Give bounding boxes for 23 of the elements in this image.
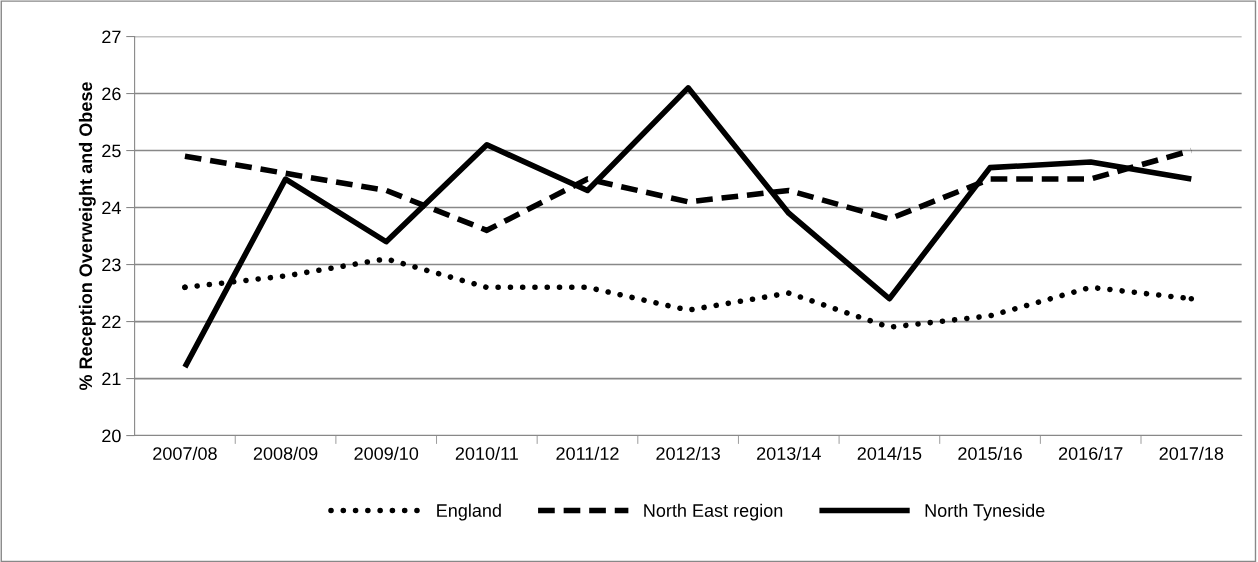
y-tick-label: 25	[102, 144, 121, 158]
x-tick-label: 2014/15	[857, 446, 922, 460]
x-tick-label: 2015/16	[958, 446, 1022, 460]
x-tick-label: 2016/17	[1058, 446, 1123, 460]
y-tick-label: 22	[102, 315, 121, 329]
x-tick-label: 2011/12	[556, 446, 619, 460]
x-tick-label: 2012/13	[656, 446, 720, 460]
x-tick-label: 2010/11	[455, 446, 518, 460]
y-tick-label: 20	[102, 429, 121, 443]
x-tick-label: 2008/09	[253, 446, 318, 460]
x-tick-label: 2009/10	[354, 446, 419, 460]
y-tick-label: 27	[102, 30, 121, 44]
x-tick-label: 2007/08	[153, 446, 217, 460]
y-tick-label: 26	[102, 87, 121, 101]
y-tick-label: 24	[102, 201, 121, 215]
y-axis-title: % Reception Overweight and Obese	[78, 82, 96, 391]
x-tick-label: 2017/18	[1159, 446, 1224, 460]
y-tick-label: 23	[102, 258, 121, 272]
legend-label: North East region	[644, 503, 783, 521]
legend-label: North Tyneside	[925, 503, 1045, 521]
legend-label: England	[437, 503, 501, 521]
x-tick-label: 2013/14	[757, 446, 821, 460]
y-tick-label: 21	[102, 372, 121, 386]
